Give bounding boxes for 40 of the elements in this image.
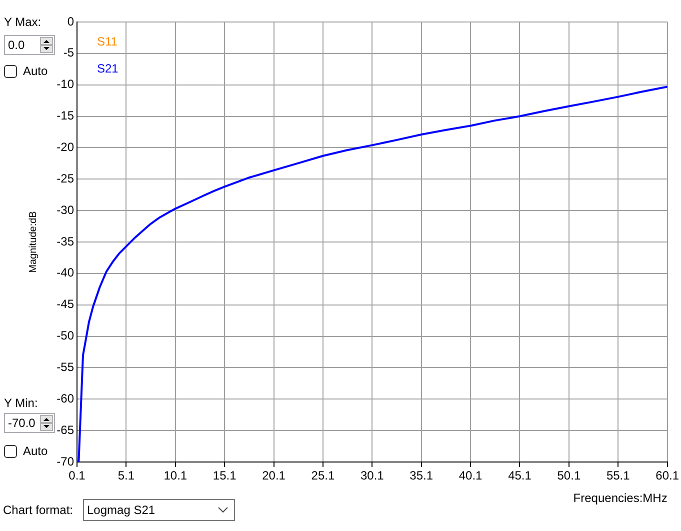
- y-tick-label: -70: [56, 454, 74, 468]
- legend-label: S11: [97, 34, 118, 48]
- x-tick-label: 0.1: [68, 468, 86, 483]
- y-axis-title: Magnitude:dB: [28, 210, 39, 273]
- y-tick-label: -60: [56, 391, 74, 406]
- y-tick-label: -55: [56, 360, 74, 374]
- y-tick-label: -65: [56, 422, 74, 437]
- x-tick-label: 45.1: [508, 468, 532, 483]
- y-tick-label: -25: [56, 171, 74, 186]
- x-tick-label: 40.1: [458, 468, 483, 483]
- text: Y Min:: [4, 396, 38, 410]
- x-tick-label: 55.1: [606, 468, 630, 483]
- y-tick-label: -30: [56, 202, 74, 217]
- x-tick-label: 60.1: [656, 468, 680, 483]
- x-tick-label: 10.1: [164, 468, 188, 483]
- number-field: -70.0: [4, 413, 55, 433]
- x-axis-title: Frequencies:MHz: [573, 491, 668, 506]
- x-tick-label: 15.1: [212, 468, 237, 483]
- dropdown-field: Logmag S21: [83, 499, 235, 521]
- text: Chart format:: [3, 503, 74, 517]
- text: Auto: [23, 64, 48, 78]
- x-tick-label: 30.1: [360, 468, 384, 483]
- y-tick-label: -35: [56, 234, 74, 248]
- x-tick-label: 5.1: [118, 468, 135, 483]
- y-tick-label: -20: [56, 140, 74, 154]
- y-tick-label: -40: [56, 266, 74, 280]
- number-field: 0.0: [4, 35, 55, 55]
- y-tick-label: 0: [67, 14, 74, 28]
- y-tick-label: -15: [56, 108, 74, 123]
- text: Y Max:: [4, 15, 42, 29]
- x-tick-label: 50.1: [557, 468, 581, 483]
- x-tick-label: 35.1: [410, 468, 434, 483]
- x-tick-label: 20.1: [262, 468, 286, 483]
- y-tick-label: -10: [56, 77, 74, 92]
- x-tick-label: 25.1: [311, 468, 335, 483]
- text: S21: [97, 61, 119, 76]
- text: Auto: [23, 444, 48, 458]
- y-tick-label: -50: [56, 328, 74, 343]
- y-tick-label: -45: [56, 297, 74, 312]
- y-tick-label: -5: [63, 46, 74, 60]
